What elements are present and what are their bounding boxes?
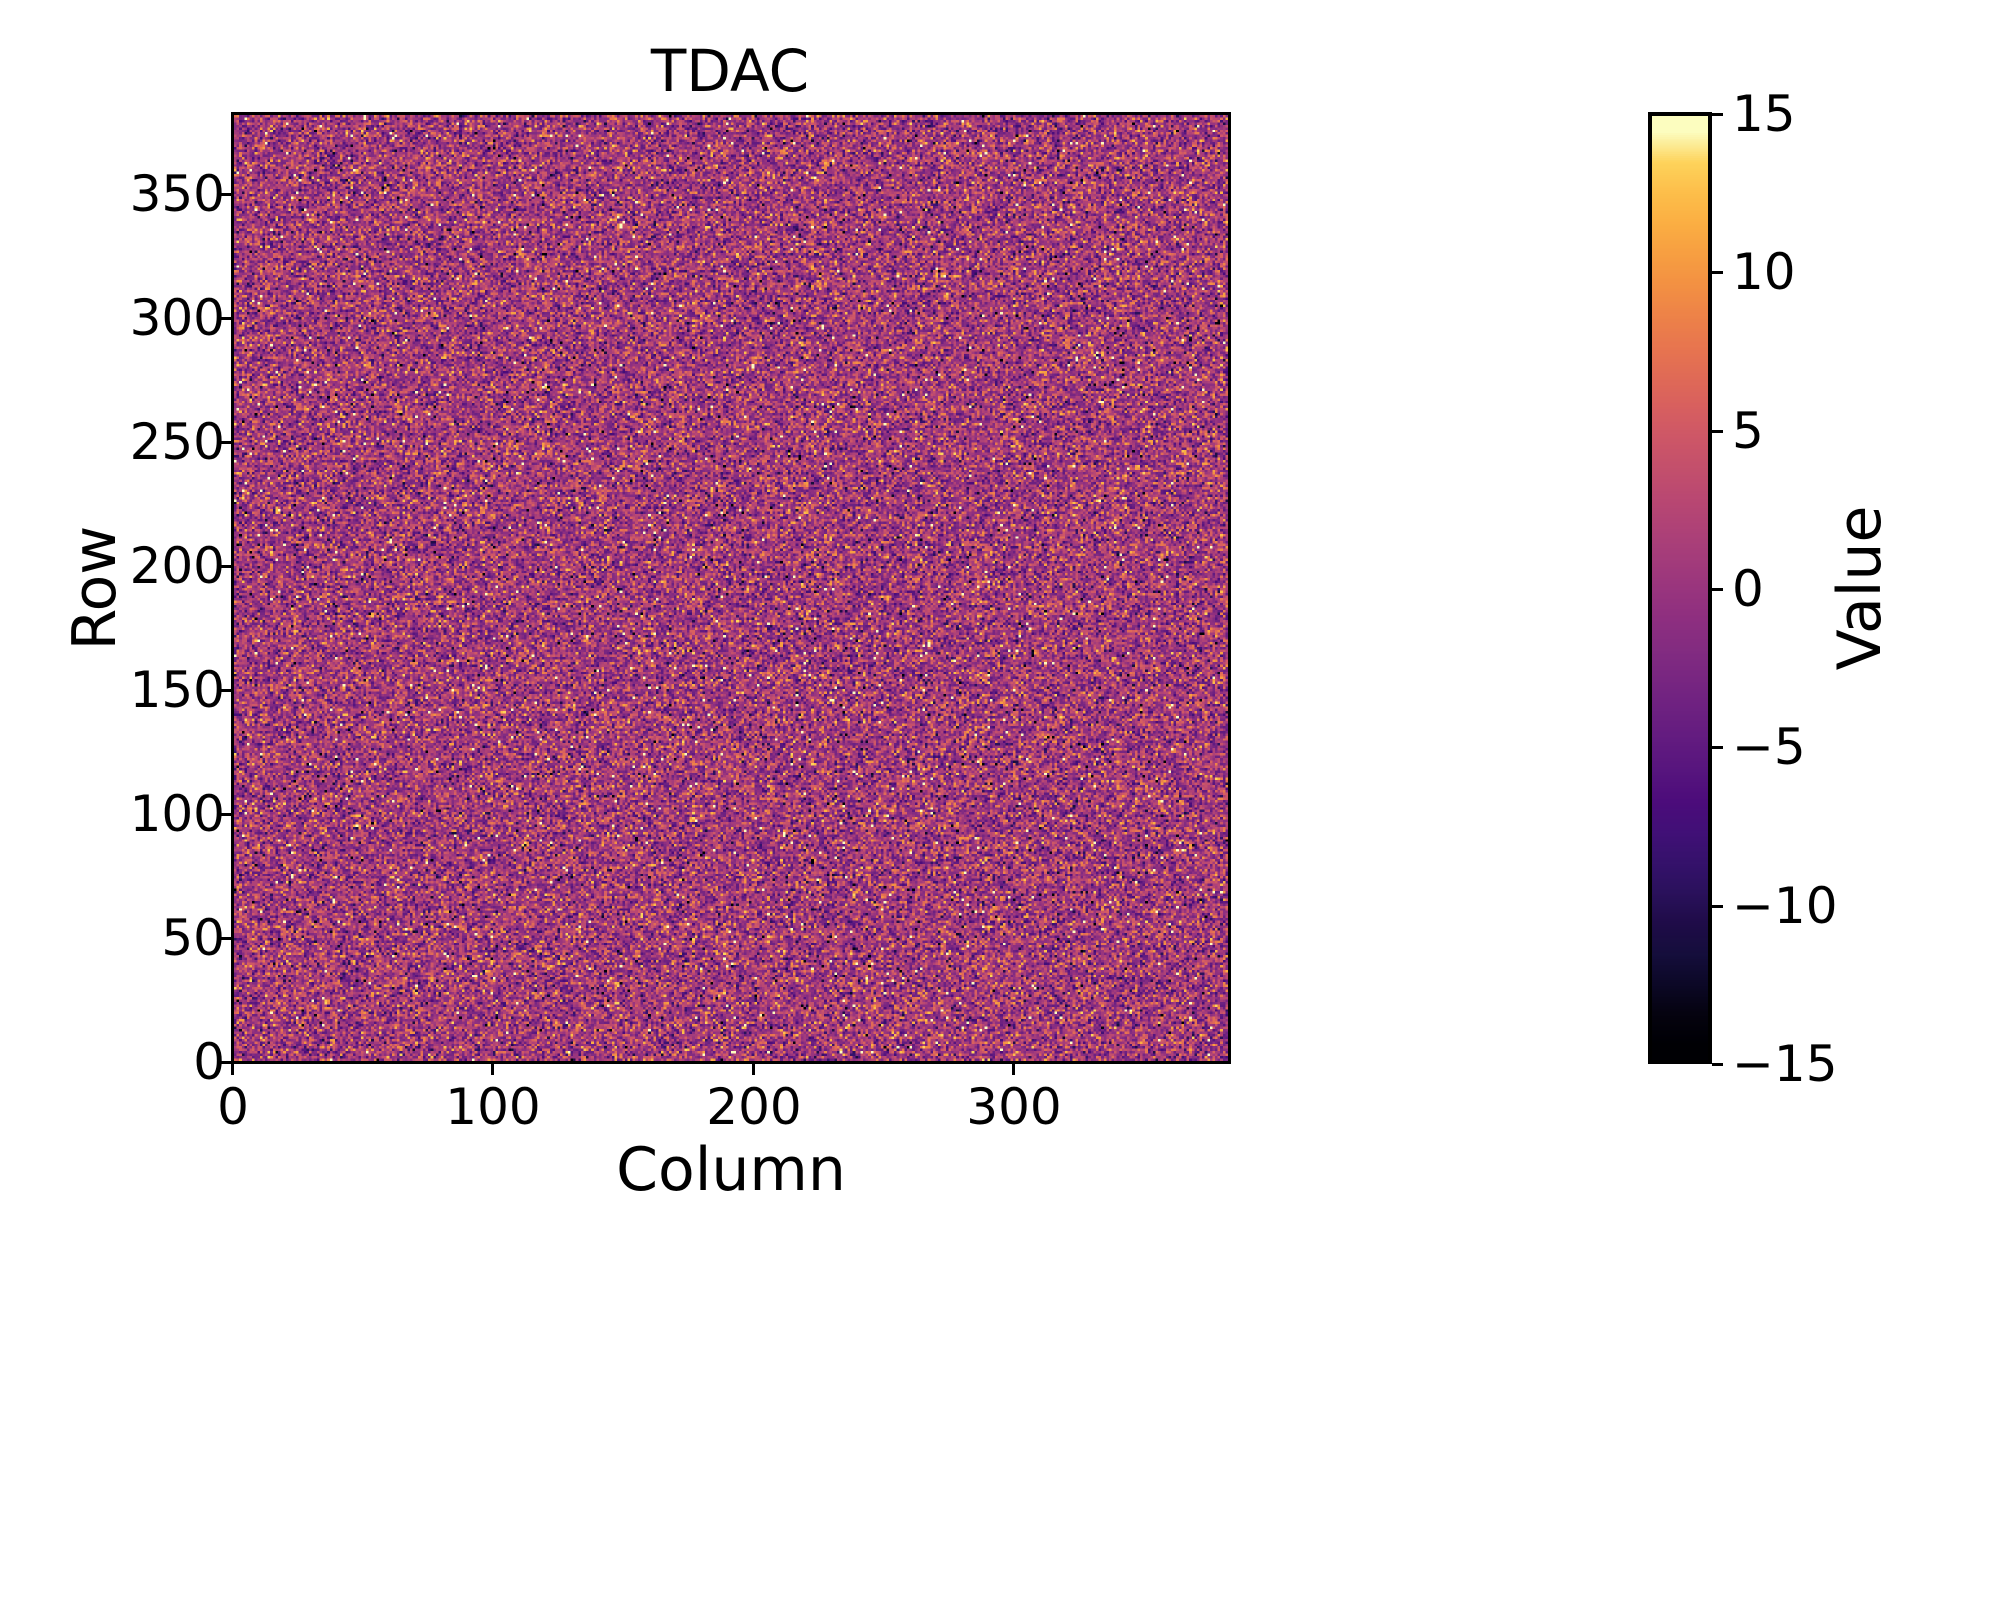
colorbar-tick-label-m10: −10 — [1732, 877, 1838, 935]
xtick-mark-100 — [491, 1064, 494, 1075]
xtick-mark-300 — [1012, 1064, 1015, 1075]
xtick-label-100: 100 — [445, 1078, 541, 1136]
heatmap-axes — [231, 112, 1231, 1064]
ytick-mark-300 — [220, 317, 231, 320]
colorbar-tick-mark-m5 — [1712, 746, 1723, 749]
colorbar — [1648, 112, 1712, 1064]
heatmap-image — [234, 115, 1228, 1061]
y-axis-label: Row — [60, 525, 130, 651]
ytick-label-350: 350 — [129, 165, 225, 223]
colorbar-tick-mark-5 — [1712, 430, 1723, 433]
colorbar-gradient-image — [1652, 116, 1708, 1060]
xtick-mark-0 — [231, 1064, 234, 1075]
colorbar-tick-mark-m10 — [1712, 905, 1723, 908]
page-title: TDAC — [650, 37, 810, 105]
ytick-mark-50 — [220, 937, 231, 940]
x-axis-label: Column — [616, 1135, 846, 1205]
ytick-mark-150 — [220, 689, 231, 692]
colorbar-tick-label-5: 5 — [1732, 402, 1764, 460]
ytick-label-0: 0 — [193, 1033, 225, 1091]
colorbar-tick-label-0: 0 — [1732, 560, 1764, 618]
ytick-mark-350 — [220, 193, 231, 196]
colorbar-tick-label-10: 10 — [1732, 243, 1796, 301]
ytick-mark-0 — [220, 1061, 231, 1064]
colorbar-tick-label-m15: −15 — [1732, 1035, 1838, 1093]
xtick-label-300: 300 — [966, 1078, 1062, 1136]
ytick-label-50: 50 — [161, 909, 225, 967]
xtick-label-0: 0 — [217, 1078, 249, 1136]
ytick-label-250: 250 — [129, 413, 225, 471]
colorbar-tick-mark-0 — [1712, 588, 1723, 591]
colorbar-tick-mark-m15 — [1712, 1063, 1723, 1066]
xtick-label-200: 200 — [706, 1078, 802, 1136]
ytick-label-100: 100 — [129, 785, 225, 843]
colorbar-tick-label-15: 15 — [1732, 85, 1796, 143]
xtick-mark-200 — [752, 1064, 755, 1075]
colorbar-tick-mark-15 — [1712, 113, 1723, 116]
colorbar-tick-label-m5: −5 — [1732, 718, 1806, 776]
ytick-mark-200 — [220, 565, 231, 568]
ytick-label-150: 150 — [129, 661, 225, 719]
ytick-mark-100 — [220, 813, 231, 816]
colorbar-label: Value — [1825, 505, 1895, 671]
ytick-label-200: 200 — [129, 537, 225, 595]
ytick-label-300: 300 — [129, 289, 225, 347]
colorbar-tick-mark-10 — [1712, 271, 1723, 274]
ytick-mark-250 — [220, 441, 231, 444]
